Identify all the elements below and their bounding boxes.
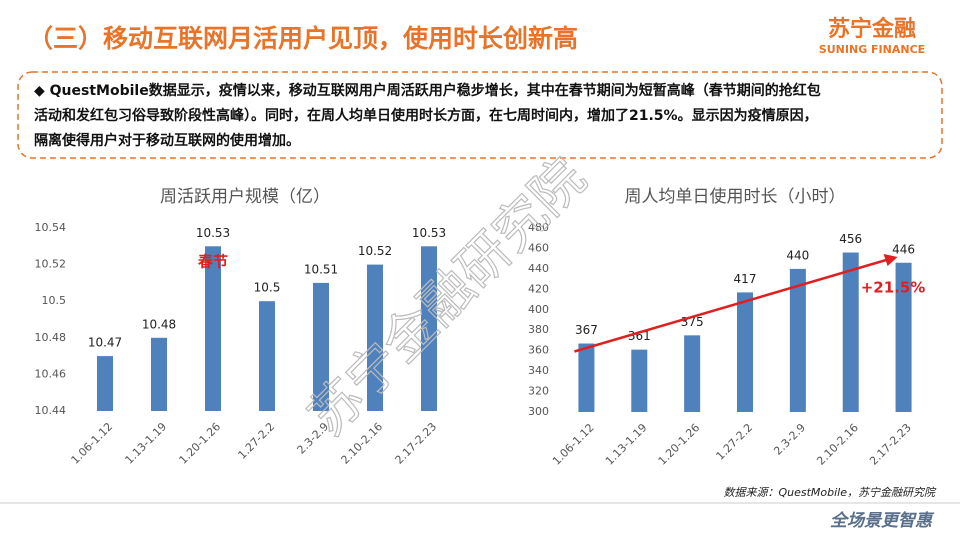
x-tick-label: 1.06-1.12 <box>69 420 116 467</box>
bar <box>313 282 329 411</box>
y-tick-label: 10.44 <box>35 404 67 417</box>
bar <box>631 349 648 412</box>
x-tick-label: 1.13-1.19 <box>603 421 650 468</box>
value-label: 361 <box>628 329 651 343</box>
bar <box>789 268 806 412</box>
y-tick-label: 440 <box>528 262 549 275</box>
x-tick-label: 1.20-1.26 <box>177 420 224 467</box>
note-line: ◆ QuestMobile数据显示，疫情以来，移动互联网用户周活跃用户稳步增长，… <box>34 82 821 99</box>
note-line: 隔离使得用户对于移动互联网的使用增加。 <box>34 132 300 149</box>
bar <box>151 337 167 411</box>
x-tick-label: 1.20-1.26 <box>656 421 703 468</box>
value-label: 10.48 <box>142 317 176 331</box>
bar <box>421 246 437 411</box>
y-tick-label: 360 <box>528 344 549 357</box>
watermark: 苏宁金融研究院 <box>298 148 598 448</box>
chart-title: 周活跃用户规模（亿） <box>160 187 330 207</box>
note-box <box>17 71 943 159</box>
value-label: 10.53 <box>196 226 230 240</box>
y-tick-label: 480 <box>528 221 549 234</box>
y-tick-label: 460 <box>528 241 549 254</box>
bar <box>737 292 753 412</box>
logo-en: SUNING FINANCE <box>819 43 925 56</box>
arrow-head <box>883 254 898 266</box>
bar <box>578 343 595 412</box>
y-tick-label: 300 <box>528 405 549 418</box>
bar <box>259 301 275 411</box>
value-label: 10.52 <box>358 244 392 258</box>
chart-title: 周人均单日使用时长（小时） <box>625 186 846 207</box>
bar <box>367 264 383 411</box>
y-tick-label: 10.52 <box>35 258 67 271</box>
y-tick-label: 380 <box>528 323 549 336</box>
bar <box>842 252 859 412</box>
note-line: 活动和发红包习俗导致阶段性高峰）。同时，在周人均单日使用时长方面，在七周时间内，… <box>34 107 818 124</box>
y-tick-label: 400 <box>528 303 549 316</box>
value-label: 10.51 <box>304 262 338 276</box>
value-label: 10.5 <box>254 281 281 295</box>
value-label: 456 <box>839 232 862 246</box>
annotation: 春节 <box>198 253 228 271</box>
logo: 苏宁金融 <box>828 16 916 42</box>
trend-arrow <box>574 257 890 353</box>
x-tick-label: 2.3-2.9 <box>771 421 808 458</box>
source: 数据来源：QuestMobile，苏宁金融研究院 <box>723 486 937 499</box>
bar <box>684 335 701 412</box>
x-tick-label: 1.06-1.12 <box>550 421 597 468</box>
value-label: 10.47 <box>88 336 122 350</box>
y-tick-label: 10.5 <box>42 294 67 307</box>
y-tick-label: 10.46 <box>35 367 67 380</box>
bar <box>895 262 912 412</box>
x-tick-label: 2.10-2.16 <box>814 421 861 468</box>
value-label: 446 <box>892 242 915 256</box>
value-label: 10.53 <box>412 226 446 240</box>
y-tick-label: 420 <box>528 282 549 295</box>
x-tick-label: 1.13-1.19 <box>123 420 170 467</box>
x-tick-label: 2.17-2.23 <box>393 420 440 467</box>
bar <box>205 246 221 411</box>
x-tick-label: 1.27-2.2 <box>236 420 278 462</box>
x-tick-label: 2.17-2.23 <box>867 421 914 468</box>
slide-title: （三）移动互联网月活用户见顶，使用时长创新高 <box>28 24 578 53</box>
y-tick-label: 340 <box>528 364 549 377</box>
footer-logo: 全场景更智惠 <box>830 511 935 531</box>
value-label: 367 <box>575 323 598 337</box>
x-tick-label: 1.27-2.2 <box>714 421 756 463</box>
bar <box>97 356 113 411</box>
annotation: +21.5% <box>861 279 926 297</box>
value-label: 440 <box>786 248 809 262</box>
y-tick-label: 10.48 <box>35 331 67 344</box>
y-tick-label: 10.54 <box>35 221 67 234</box>
value-label: 417 <box>734 272 757 286</box>
y-tick-label: 320 <box>528 385 549 398</box>
